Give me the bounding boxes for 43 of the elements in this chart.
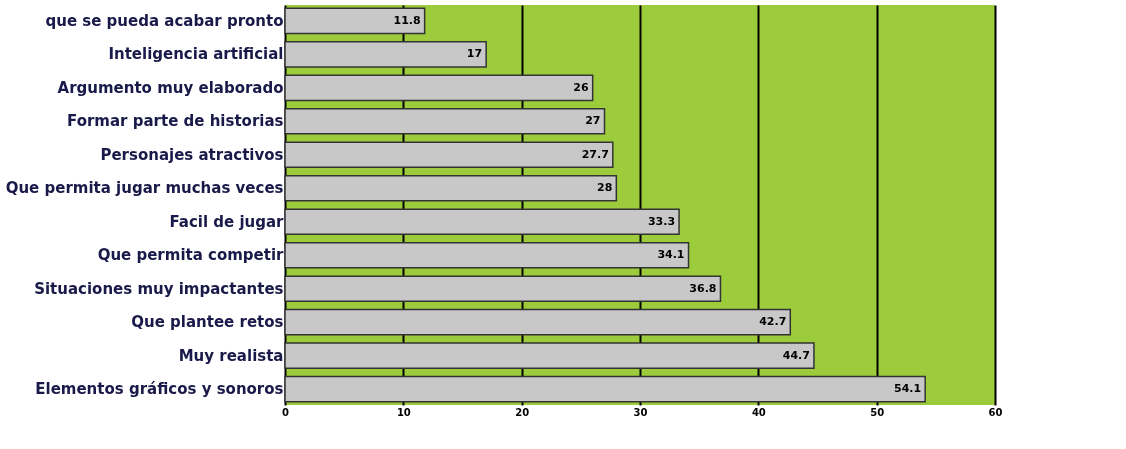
bar [284, 41, 487, 68]
data-label: 34.1 [657, 248, 685, 262]
bar [284, 308, 792, 336]
bar [284, 241, 690, 269]
bar [284, 108, 606, 135]
bar [284, 7, 426, 35]
x-tick-label: 60 [988, 406, 1003, 418]
x-tick-label: 10 [396, 406, 411, 418]
bar [284, 174, 618, 202]
y-tick-label: Elementos gráficos y sonoros [35, 380, 284, 399]
y-tick-label: Facil de jugar [169, 212, 285, 231]
bar [284, 375, 926, 403]
data-label: 28 [597, 181, 613, 195]
bar [284, 342, 815, 369]
x-tick-label: 0 [282, 406, 290, 418]
y-tick-label: Argumento muy elaborado [57, 78, 284, 97]
bar [284, 141, 614, 169]
y-tick-label: Inteligencia artificial [108, 45, 284, 64]
x-tick-label: 50 [870, 406, 885, 418]
y-tick-label: Que permita jugar muchas veces [5, 179, 284, 198]
data-label: 33.3 [647, 214, 676, 228]
y-tick-label: Muy realista [178, 346, 284, 365]
bar [284, 208, 680, 236]
data-label: 27.7 [581, 147, 609, 161]
y-tick-label: Formar parte de historias [67, 112, 284, 131]
bar [284, 275, 722, 302]
data-label: 36.8 [689, 281, 717, 295]
y-tick-label: Que permita competir [97, 246, 285, 265]
x-tick-label: 20 [515, 406, 530, 418]
y-tick-label: Situaciones muy impactantes [34, 279, 284, 298]
data-label: 27 [585, 114, 601, 128]
x-tick-label: 40 [751, 406, 766, 418]
data-label: 11.8 [393, 13, 421, 27]
y-tick-label: Que plantee retos [131, 313, 284, 332]
data-label: 54.1 [894, 382, 922, 396]
bar [284, 74, 594, 102]
data-label: 44.7 [782, 348, 810, 362]
y-tick-label: Personajes atractivos [100, 145, 284, 164]
y-tick-label: que se pueda acabar pronto [45, 11, 284, 30]
data-label: 26 [573, 80, 590, 94]
data-label: 17 [466, 47, 483, 61]
x-tick-label: 30 [633, 406, 648, 418]
data-label: 42.7 [759, 315, 787, 329]
